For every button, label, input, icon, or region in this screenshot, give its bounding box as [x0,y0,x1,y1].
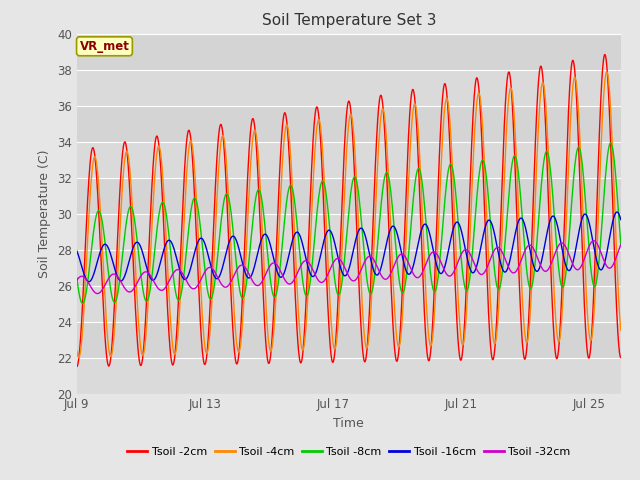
Bar [77,286,621,322]
Legend: Tsoil -2cm, Tsoil -4cm, Tsoil -8cm, Tsoil -16cm, Tsoil -32cm: Tsoil -2cm, Tsoil -4cm, Tsoil -8cm, Tsoi… [123,443,575,461]
X-axis label: Time: Time [333,417,364,430]
Bar [77,358,621,394]
Bar [77,70,621,106]
Bar [77,142,621,178]
Title: Soil Temperature Set 3: Soil Temperature Set 3 [262,13,436,28]
Bar [77,214,621,250]
Text: VR_met: VR_met [79,40,129,53]
Y-axis label: Soil Temperature (C): Soil Temperature (C) [38,149,51,278]
